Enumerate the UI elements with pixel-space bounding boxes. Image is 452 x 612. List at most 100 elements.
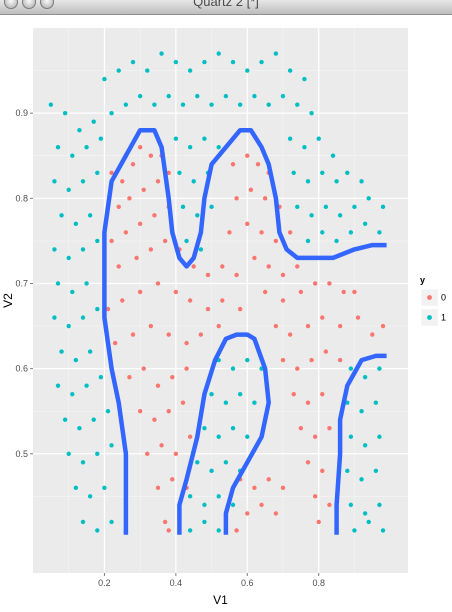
point-class-0	[337, 357, 343, 363]
point-class-1	[345, 170, 350, 175]
point-class-1	[66, 187, 71, 192]
point-class-1	[302, 145, 307, 150]
point-class-1	[323, 204, 329, 210]
point-class-0	[370, 332, 375, 337]
point-class-1	[377, 434, 382, 439]
point-class-1	[380, 528, 386, 533]
point-class-0	[137, 221, 143, 227]
point-class-0	[320, 468, 325, 474]
point-class-1	[209, 204, 214, 210]
point-class-1	[245, 68, 250, 73]
point-class-1	[130, 59, 136, 65]
point-class-1	[198, 247, 204, 252]
point-class-0	[252, 485, 257, 491]
point-class-0	[141, 366, 146, 371]
point-class-0	[184, 340, 189, 346]
point-class-1	[77, 426, 82, 431]
point-class-0	[262, 289, 268, 295]
point-class-1	[80, 460, 86, 465]
zoom-window-icon[interactable]	[40, 0, 54, 9]
close-window-icon[interactable]	[4, 0, 18, 9]
minimize-window-icon[interactable]	[22, 0, 36, 9]
point-class-0	[148, 323, 154, 329]
point-class-1	[166, 93, 171, 99]
point-class-1	[295, 102, 300, 107]
point-class-0	[220, 298, 225, 303]
point-class-1	[287, 68, 293, 73]
point-class-1	[352, 204, 357, 210]
point-class-1	[77, 127, 82, 133]
point-class-1	[73, 357, 79, 363]
point-class-0	[230, 162, 236, 167]
point-class-0	[280, 357, 286, 363]
point-class-0	[273, 323, 279, 329]
x-axis-title: V1	[213, 593, 228, 607]
point-class-0	[205, 272, 211, 278]
point-class-1	[66, 451, 71, 456]
point-class-0	[262, 196, 268, 201]
point-class-0	[245, 153, 250, 158]
point-class-0	[137, 145, 143, 150]
point-class-1	[95, 238, 100, 244]
point-class-0	[287, 230, 293, 235]
point-class-0	[180, 400, 186, 405]
y-tick-label: 0.8	[15, 193, 28, 203]
point-class-1	[359, 477, 364, 482]
point-class-1	[109, 519, 114, 525]
point-class-1	[91, 119, 96, 124]
point-class-1	[87, 213, 93, 218]
point-class-0	[184, 366, 189, 371]
point-class-1	[159, 51, 164, 56]
x-tick-label: 0.6	[241, 578, 254, 588]
point-class-0	[187, 434, 193, 439]
legend-key-point	[427, 295, 432, 300]
point-class-1	[62, 110, 68, 116]
point-class-1	[180, 102, 186, 107]
point-class-0	[316, 519, 321, 525]
point-class-0	[341, 289, 346, 295]
point-class-0	[305, 400, 311, 405]
point-class-1	[52, 315, 57, 320]
point-class-1	[216, 494, 221, 499]
point-class-1	[70, 391, 75, 397]
point-class-1	[66, 323, 71, 329]
point-class-0	[327, 281, 332, 286]
point-class-0	[305, 460, 311, 465]
point-class-0	[152, 213, 157, 218]
point-class-0	[245, 221, 250, 227]
point-class-1	[348, 230, 354, 235]
point-class-0	[305, 323, 311, 329]
point-class-0	[245, 511, 250, 516]
point-class-1	[362, 374, 368, 380]
point-class-0	[234, 196, 239, 201]
point-class-0	[287, 332, 293, 337]
point-class-0	[105, 306, 111, 312]
point-class-0	[145, 451, 150, 456]
point-class-1	[59, 349, 64, 354]
point-class-1	[202, 426, 207, 431]
point-class-1	[173, 59, 179, 65]
point-class-1	[252, 93, 257, 99]
point-class-0	[352, 289, 357, 295]
point-class-0	[312, 434, 318, 439]
point-class-0	[123, 230, 129, 235]
point-class-0	[295, 264, 300, 269]
point-class-0	[152, 417, 157, 422]
point-class-1	[95, 528, 100, 533]
y-tick-label: 0.5	[15, 449, 28, 459]
point-class-0	[191, 264, 196, 269]
point-class-0	[162, 238, 168, 244]
point-class-0	[137, 289, 143, 295]
point-class-0	[127, 196, 132, 201]
legend-label: 0	[441, 293, 446, 303]
point-class-0	[234, 528, 239, 533]
point-class-1	[259, 59, 264, 65]
point-class-1	[245, 357, 250, 363]
point-class-0	[162, 519, 168, 525]
point-class-1	[245, 434, 250, 439]
point-class-1	[84, 281, 89, 286]
y-axis-title: V2	[1, 293, 15, 308]
point-class-0	[320, 315, 325, 320]
legend-key-point	[427, 315, 432, 320]
point-class-1	[345, 468, 350, 474]
